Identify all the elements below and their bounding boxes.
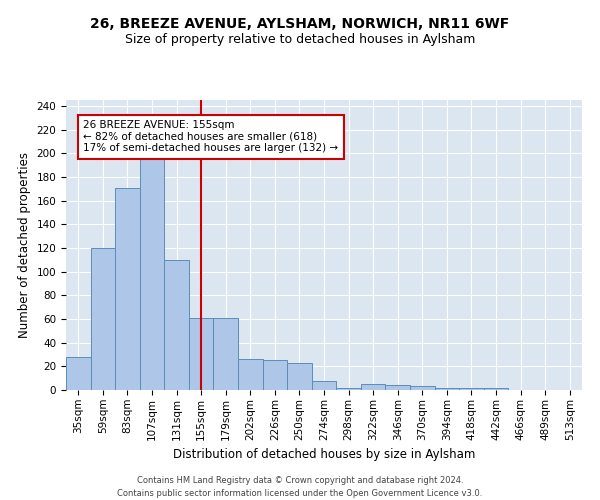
Y-axis label: Number of detached properties: Number of detached properties [18, 152, 31, 338]
Bar [287, 363, 312, 390]
Bar [459, 388, 484, 390]
Bar [385, 386, 410, 390]
Bar [484, 388, 508, 390]
Bar [336, 388, 361, 390]
Bar [91, 248, 115, 390]
Bar [115, 188, 140, 390]
Bar [238, 359, 263, 390]
Bar [263, 360, 287, 390]
Text: Size of property relative to detached houses in Aylsham: Size of property relative to detached ho… [125, 32, 475, 46]
Bar [164, 260, 189, 390]
Bar [214, 318, 238, 390]
Bar [66, 357, 91, 390]
Bar [410, 386, 434, 390]
Bar [361, 384, 385, 390]
Bar [312, 380, 336, 390]
Bar [189, 318, 214, 390]
Text: 26 BREEZE AVENUE: 155sqm
← 82% of detached houses are smaller (618)
17% of semi-: 26 BREEZE AVENUE: 155sqm ← 82% of detach… [83, 120, 338, 154]
Bar [434, 388, 459, 390]
Bar [140, 158, 164, 390]
Text: 26, BREEZE AVENUE, AYLSHAM, NORWICH, NR11 6WF: 26, BREEZE AVENUE, AYLSHAM, NORWICH, NR1… [91, 18, 509, 32]
Text: Contains HM Land Registry data © Crown copyright and database right 2024.
Contai: Contains HM Land Registry data © Crown c… [118, 476, 482, 498]
X-axis label: Distribution of detached houses by size in Aylsham: Distribution of detached houses by size … [173, 448, 475, 461]
